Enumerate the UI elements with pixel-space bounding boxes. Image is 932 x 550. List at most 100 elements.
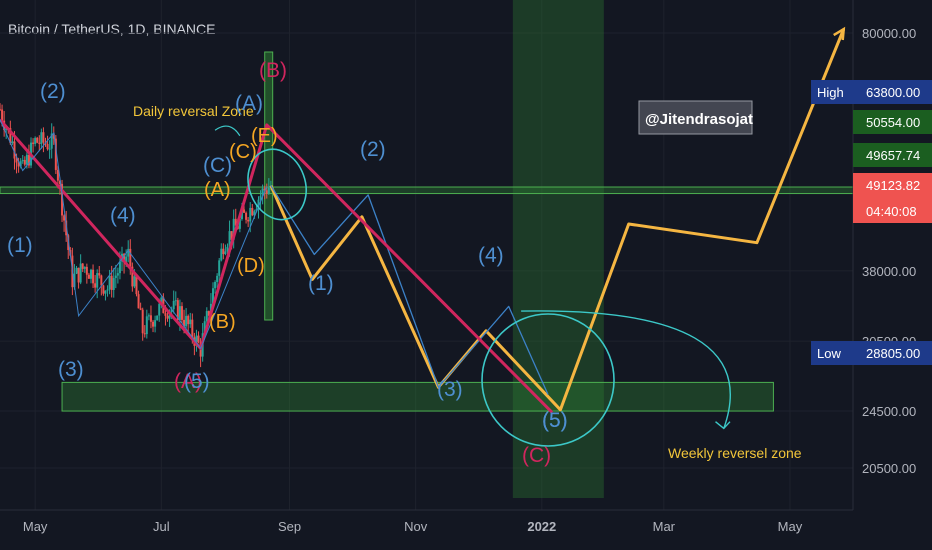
candle-body	[263, 188, 266, 191]
price-box-label-bg	[811, 80, 853, 104]
candle-body	[160, 297, 163, 304]
wave-label-1: (2)	[40, 80, 66, 103]
price-box-bg	[853, 173, 932, 200]
candle-body	[187, 315, 190, 325]
candle-body	[149, 315, 152, 322]
candle-body	[232, 218, 235, 240]
price-tick-label: 38000.00	[862, 264, 916, 279]
price-box-value: 63800.00	[866, 85, 920, 100]
price-zone-1	[0, 186, 854, 195]
candle-body	[230, 231, 233, 240]
candle-body	[251, 207, 254, 216]
wave-label-15: (5)	[542, 409, 568, 432]
candle-body	[5, 128, 8, 131]
price-box-bg	[853, 143, 932, 167]
price-zone-2	[61, 381, 774, 412]
candle-body	[1, 109, 4, 121]
candle-body	[147, 315, 150, 317]
candle-body	[38, 142, 41, 144]
candle-body	[58, 180, 61, 184]
wave-label-12: (E)	[251, 125, 278, 147]
candle-body	[15, 158, 18, 163]
candle-body	[81, 263, 84, 269]
candle-body	[56, 169, 59, 181]
wave-labels-layer: (2)(1)(4)(3)(A)(5)(B)(A)(C)(C)(A)(E)(B)(…	[7, 59, 568, 467]
candle-body	[114, 275, 117, 279]
daily-reversal-zone-label: Daily reversal Zone	[133, 103, 254, 119]
candle-body	[102, 285, 105, 294]
wave-label-6: (5)	[184, 370, 210, 393]
candle-body	[203, 321, 206, 334]
candle-body	[100, 275, 103, 286]
candle-body	[259, 195, 262, 200]
candle-body	[145, 316, 148, 335]
wave-label-2: (1)	[7, 234, 33, 257]
time-tick-label: Jul	[153, 519, 170, 534]
candle-body	[170, 309, 173, 312]
price-box-label: High	[817, 85, 844, 100]
candle-body	[220, 248, 223, 261]
candle-body	[207, 311, 210, 316]
price-box-bg	[853, 341, 932, 365]
candle-body	[108, 275, 111, 290]
weekly-reversal-zone-label: Weekly reversel zone	[668, 445, 802, 461]
candle-body	[214, 281, 217, 289]
candle-body	[98, 273, 101, 276]
candle-body	[61, 183, 64, 216]
candle-body	[19, 161, 22, 167]
candle-body	[104, 290, 107, 294]
price-box-value: 49657.74	[866, 148, 920, 163]
candle-body	[218, 260, 221, 276]
candle-body	[125, 256, 128, 263]
candle-body	[34, 137, 37, 144]
candle-body	[178, 306, 181, 320]
candle-body	[164, 313, 167, 316]
candle-body	[195, 335, 198, 346]
wave-label-7: (B)	[209, 311, 236, 333]
candle-body	[156, 315, 159, 321]
projection-path-blue	[270, 185, 549, 395]
candle-body	[141, 309, 144, 334]
price-axis[interactable]: 80000.0038000.0030500.0024500.0020500.00…	[811, 0, 932, 550]
candle-body	[243, 209, 246, 213]
arrow-head-icon	[715, 421, 731, 430]
price-box-value: 28805.00	[866, 346, 920, 361]
price-box-value: 04:40:08	[866, 204, 917, 219]
candle-body	[27, 154, 30, 166]
candle-body	[135, 276, 138, 295]
candle-body	[25, 154, 28, 165]
candle-body	[42, 132, 45, 143]
candle-body	[253, 211, 256, 216]
price-box-bg	[853, 80, 932, 104]
candle-body	[267, 187, 270, 194]
wave-label-19: (4)	[478, 244, 504, 267]
daily-reversal-circle	[247, 148, 307, 221]
price-box-label: Low	[817, 346, 841, 361]
wave-label-21: (C)	[522, 444, 551, 467]
time-axis[interactable]: May Jul Sep Nov 2022 Mar May	[0, 509, 853, 550]
wave-label-10: (C)	[229, 141, 257, 163]
candle-body	[249, 207, 252, 222]
candle-body	[13, 141, 16, 159]
wave-label-17: (2)	[360, 138, 386, 161]
candle-body	[154, 320, 157, 327]
candle-body	[75, 267, 78, 274]
candle-body	[85, 266, 88, 275]
candle-body	[180, 306, 183, 320]
candle-body	[238, 219, 241, 229]
candle-body	[21, 159, 24, 162]
time-tick-label: 2022	[527, 519, 556, 534]
candle-body	[226, 246, 229, 252]
candle-body	[189, 319, 192, 325]
candle-body	[48, 148, 51, 150]
weekly-time-zone-band	[512, 0, 604, 498]
candle-body	[63, 215, 66, 221]
wave-label-9: (C)	[203, 154, 232, 177]
wave-label-8: (A)	[204, 179, 231, 201]
candle-body	[79, 263, 82, 283]
candle-body	[116, 273, 119, 276]
price-tick-label: 24500.00	[862, 404, 916, 419]
candle-body	[83, 266, 86, 269]
historical-wave-line	[0, 119, 268, 350]
